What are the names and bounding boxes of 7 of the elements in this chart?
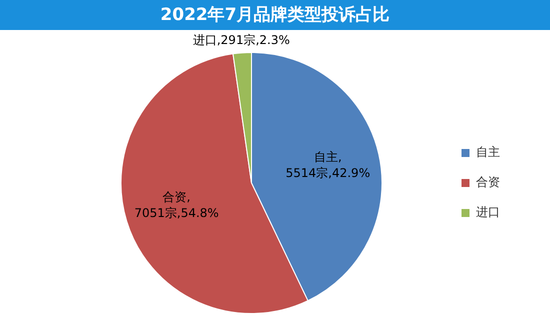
data-label: 进口,291宗,2.3% [192, 32, 290, 47]
legend-label: 合资 [476, 175, 500, 190]
legend-label: 自主 [476, 145, 500, 160]
data-label: 自主, 5514宗,42.9% [286, 150, 370, 180]
chart-title: 2022年7月品牌类型投诉占比 [0, 0, 550, 30]
data-label: 合资, 7051宗,54.8% [134, 190, 219, 220]
legend-label: 进口 [476, 205, 500, 220]
